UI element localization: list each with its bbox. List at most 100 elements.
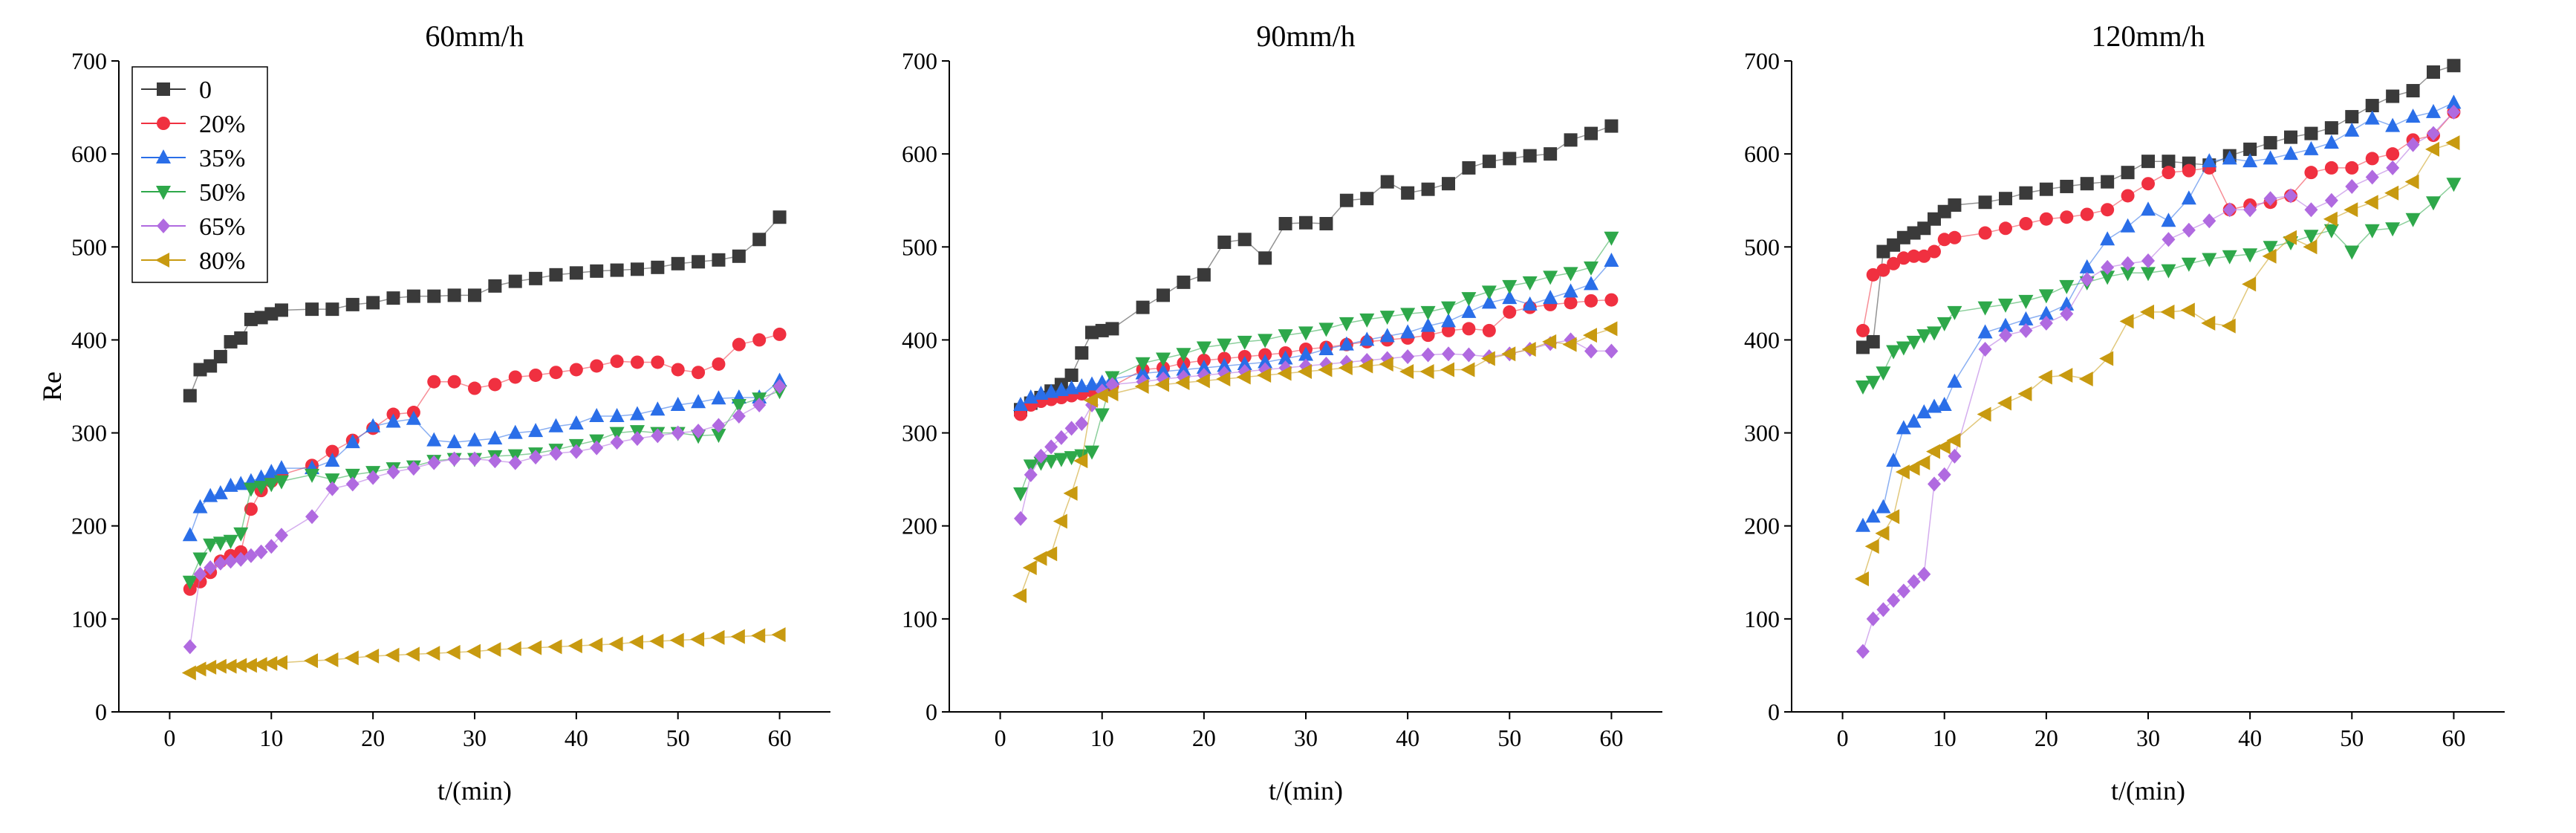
data-point (233, 527, 249, 542)
series-line (1020, 237, 1613, 494)
legend-marker (157, 82, 170, 96)
data-point (1907, 226, 1921, 240)
data-point (2162, 155, 2176, 169)
data-point (1501, 346, 1516, 362)
data-point (1977, 324, 1993, 339)
data-point (712, 418, 726, 433)
data-point (1299, 215, 1313, 230)
data-point (547, 639, 562, 655)
data-point (1044, 439, 1058, 455)
data-point (2345, 110, 2359, 124)
data-point (1947, 305, 1962, 320)
data-point (1521, 341, 1536, 357)
data-point (1977, 301, 1993, 316)
data-point (1865, 508, 1881, 523)
series-line (1020, 299, 1612, 415)
data-point (2303, 239, 2318, 255)
data-point (1216, 371, 1231, 386)
data-point (527, 640, 542, 655)
y-tick-label: 200 (1744, 513, 1780, 539)
data-point (304, 653, 319, 669)
data-point (1896, 341, 1911, 356)
series-65pct (1014, 332, 1619, 526)
x-tick-label: 60 (1599, 725, 1623, 751)
data-point (651, 355, 665, 369)
y-axis-title: Re (37, 372, 67, 401)
series-65pct (183, 379, 787, 655)
data-point (2242, 153, 2258, 168)
data-point (1936, 439, 1951, 455)
data-point (2058, 367, 2073, 383)
data-point (345, 468, 360, 483)
data-point (2324, 121, 2338, 135)
data-point (528, 423, 544, 438)
data-point (1998, 317, 2013, 332)
data-point (273, 460, 289, 475)
data-point (1886, 345, 1902, 360)
x-tick-label: 30 (2136, 725, 2160, 751)
data-point (1442, 346, 1455, 362)
data-point (669, 632, 684, 648)
data-point (529, 271, 543, 285)
data-point (1978, 226, 1992, 240)
data-point (212, 658, 227, 674)
data-point (264, 478, 279, 493)
data-point (1887, 592, 1901, 608)
y-tick-label: 0 (926, 699, 937, 725)
data-point (2160, 304, 2175, 320)
data-point (2386, 160, 2400, 175)
series-line (189, 334, 780, 590)
y-tick-label: 300 (1744, 420, 1780, 447)
data-point (305, 509, 319, 525)
data-point (447, 288, 461, 302)
data-point (1400, 308, 1416, 322)
data-point (222, 658, 237, 674)
data-point (2121, 189, 2135, 203)
data-point (2121, 166, 2135, 180)
data-point (1074, 449, 1090, 464)
data-point (1420, 317, 1436, 332)
data-point (1421, 328, 1435, 343)
data-point (2263, 136, 2277, 150)
data-point (1906, 335, 1922, 350)
data-point (2425, 141, 2439, 157)
data-point (427, 289, 441, 303)
data-point (1298, 326, 1313, 341)
data-point (1217, 338, 1232, 353)
data-point (773, 327, 787, 341)
data-point (1135, 357, 1151, 372)
data-point (386, 464, 400, 480)
data-point (182, 575, 198, 590)
data-point (1318, 340, 1334, 355)
data-point (610, 435, 624, 450)
data-point (427, 375, 441, 389)
data-point (1856, 644, 1870, 659)
data-point (1460, 362, 1475, 377)
data-point (773, 379, 787, 394)
data-point (590, 359, 604, 373)
data-point (1237, 233, 1252, 247)
data-point (487, 642, 501, 658)
data-point (1937, 204, 1951, 218)
data-point (569, 266, 583, 280)
y-tick-label: 600 (71, 140, 107, 167)
data-point (1175, 375, 1190, 390)
data-point (1522, 276, 1538, 291)
data-point (692, 255, 706, 269)
data-point (1948, 448, 1962, 464)
data-point (2099, 351, 2114, 366)
data-point (2037, 369, 2052, 385)
data-point (1318, 362, 1333, 377)
data-point (1318, 322, 1334, 337)
data-point (712, 357, 726, 371)
data-point (1875, 525, 1890, 541)
x-tick-label: 0 (1837, 725, 1849, 751)
data-point (1482, 155, 1496, 169)
data-point (1876, 499, 1891, 513)
data-point (2284, 130, 2297, 144)
data-point (2405, 108, 2421, 123)
data-point (1237, 335, 1252, 350)
series-line (189, 216, 781, 396)
data-point (549, 366, 563, 380)
data-point (1856, 340, 1870, 354)
